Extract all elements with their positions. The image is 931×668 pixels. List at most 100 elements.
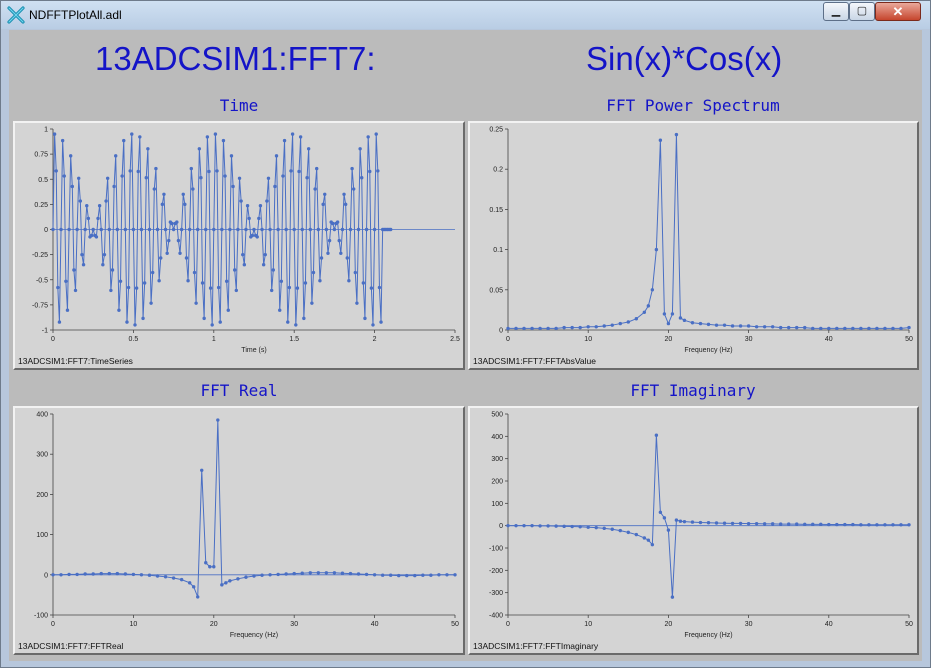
time-plot-title: Time (220, 96, 259, 115)
data-point (739, 522, 742, 525)
data-point (378, 286, 381, 289)
power-spectrum-plot[interactable]: 13ADCSIM1:FFT7:FFTAbsValue 0 0.05 0.1 0.15 0… (468, 121, 919, 370)
minimize-button[interactable]: ▁ (823, 2, 849, 21)
data-point (104, 199, 107, 202)
data-point (235, 289, 238, 292)
data-point (165, 252, 168, 255)
data-point (214, 132, 217, 135)
data-point (522, 327, 525, 330)
data-point (699, 521, 702, 524)
data-point (595, 526, 598, 529)
data-point (305, 176, 308, 179)
data-point (338, 239, 341, 242)
time-series-plot[interactable]: 13ADCSIM1:FFT7:TimeSeries -1 -0.75 -0.5 -0.… (13, 121, 465, 370)
power-series-line (508, 135, 909, 329)
data-point (133, 323, 136, 326)
data-point (220, 583, 223, 586)
data-point (77, 177, 80, 180)
data-point (675, 518, 678, 521)
data-point (835, 327, 838, 330)
time-series-points (51, 132, 392, 326)
data-point (51, 228, 54, 231)
y-tick-label: 100 (491, 501, 503, 508)
data-point (82, 263, 85, 266)
data-point (85, 204, 88, 207)
y-tick-label: 400 (491, 434, 503, 441)
imag-plot-title: FFT Imaginary (630, 381, 755, 400)
data-point (209, 286, 212, 289)
data-point (233, 268, 236, 271)
y-tick-label: -300 (489, 590, 503, 597)
power-chart-svg: 00.050.10.150.20.250 10 20 30 40 50Frequency … (470, 123, 917, 368)
data-point (244, 576, 247, 579)
data-point (723, 323, 726, 326)
data-point (112, 185, 115, 188)
fft-imag-plot[interactable]: 13ADCSIM1:FFT7:FFTImaginary -400 -300 -200… (468, 406, 919, 655)
data-point (243, 263, 246, 266)
x-tick-label: 50 (905, 621, 913, 628)
data-point (98, 204, 101, 207)
data-point (899, 327, 902, 330)
data-point (787, 326, 790, 329)
data-point (554, 327, 557, 330)
x-tick-label: 40 (825, 621, 833, 628)
data-point (302, 317, 305, 320)
real-series-line (53, 420, 455, 597)
data-point (659, 511, 662, 514)
data-point (252, 574, 255, 577)
data-point (304, 281, 307, 284)
data-point (90, 234, 93, 237)
data-point (627, 320, 630, 323)
imag-series-points (506, 434, 910, 599)
data-point (120, 174, 123, 177)
data-point (811, 327, 814, 330)
data-point (268, 573, 271, 576)
maximize-button[interactable]: ▢ (849, 2, 875, 21)
data-point (96, 217, 99, 220)
y-tick-label: 0.5 (38, 177, 48, 184)
data-point (185, 256, 188, 259)
data-point (317, 228, 320, 231)
data-point (252, 228, 255, 231)
close-button[interactable]: ✕ (875, 2, 921, 21)
data-point (506, 327, 509, 330)
y-tick-label: -1 (42, 328, 48, 335)
data-point (138, 135, 141, 138)
x-tick-label: 1 (212, 336, 216, 343)
y-tick-label: 200 (36, 492, 48, 499)
data-point (159, 256, 162, 259)
data-point (75, 573, 78, 576)
y-tick-label: 200 (491, 479, 503, 486)
data-point (691, 520, 694, 523)
title-bar[interactable]: NDFFTPlotAll.adl ▁ ▢ ✕ (1, 1, 930, 29)
x-tick-label: 10 (584, 621, 592, 628)
data-point (135, 286, 138, 289)
data-point (679, 316, 682, 319)
data-point (79, 199, 82, 202)
data-point (587, 526, 590, 529)
data-point (595, 325, 598, 328)
data-point (899, 523, 902, 526)
data-point (312, 271, 315, 274)
fft-real-plot[interactable]: 13ADCSIM1:FFT7:FFTReal -100 0 100 200 300 400… (13, 406, 465, 655)
data-point (578, 525, 581, 528)
data-point (851, 327, 854, 330)
data-point (92, 572, 95, 575)
data-point (389, 574, 392, 577)
data-point (53, 132, 56, 135)
data-point (570, 525, 573, 528)
data-point (651, 288, 654, 291)
data-point (251, 234, 254, 237)
x-axis-label: Frequency (Hz) (684, 632, 732, 639)
data-point (75, 228, 78, 231)
data-point (66, 309, 69, 312)
data-point (238, 177, 241, 180)
data-point (655, 248, 658, 251)
data-point (239, 199, 242, 202)
data-point (320, 256, 323, 259)
data-point (106, 177, 109, 180)
x-tick-label: 20 (665, 336, 673, 343)
x-tick-label: 30 (745, 621, 753, 628)
x-tick-label: 40 (825, 336, 833, 343)
data-point (546, 524, 549, 527)
